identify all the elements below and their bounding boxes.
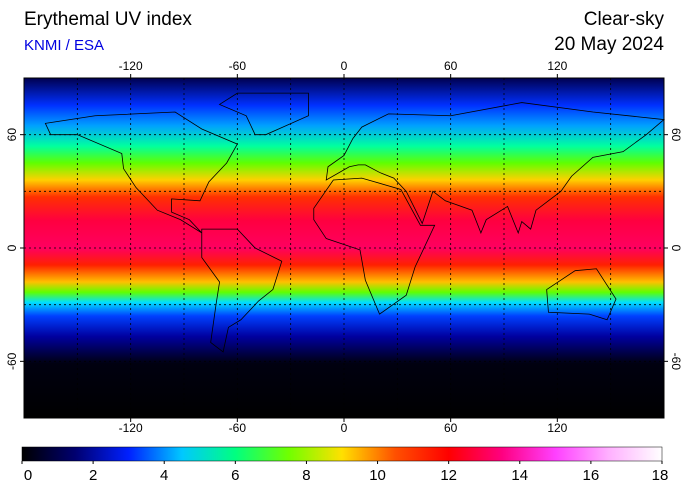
- colorbar-label: 10: [369, 467, 386, 484]
- lon-label-top: 0: [341, 59, 348, 73]
- lat-label-left: 60: [5, 128, 19, 142]
- coastline: [201, 228, 283, 353]
- colorbar-label: 14: [511, 467, 528, 484]
- lat-label-left: -60: [5, 352, 19, 370]
- date: 20 May 2024: [554, 34, 664, 55]
- title: Erythemal UV index: [24, 9, 192, 30]
- lon-label-bottom: -120: [119, 421, 143, 435]
- coastlines: [44, 92, 665, 353]
- lon-label-bottom: -60: [229, 421, 247, 435]
- lon-label-top: 60: [444, 59, 458, 73]
- colorbar-label: 18: [652, 467, 669, 484]
- colorbar-label: 8: [302, 467, 310, 484]
- coastline: [218, 92, 309, 136]
- coastline: [44, 111, 238, 234]
- colorbar-label: 16: [583, 467, 600, 484]
- lat-label-right: 0: [669, 245, 683, 252]
- lat-label-right: 60: [669, 128, 683, 142]
- colorbar-label: 6: [231, 467, 239, 484]
- lon-label-bottom: 120: [547, 421, 567, 435]
- colorbar-label: 0: [24, 467, 32, 484]
- lon-label-top: -120: [119, 59, 143, 73]
- lat-label-right: -60: [669, 353, 683, 371]
- lon-label-top: 120: [547, 59, 567, 73]
- graticule: [24, 78, 664, 418]
- mode: Clear-sky: [584, 9, 665, 30]
- coastline: [546, 268, 617, 321]
- coastline: [313, 177, 436, 315]
- colorbar-label: 2: [89, 467, 97, 484]
- lat-label-left: 0: [5, 244, 19, 251]
- lon-label-bottom: 60: [444, 421, 458, 435]
- subtitle: KNMI / ESA: [24, 37, 104, 54]
- colorbar: [21, 446, 663, 462]
- lon-label-bottom: 0: [341, 421, 348, 435]
- lon-label-top: -60: [229, 59, 247, 73]
- coastline: [325, 102, 665, 235]
- colorbar-label: 12: [440, 467, 457, 484]
- colorbar-label: 4: [160, 467, 168, 484]
